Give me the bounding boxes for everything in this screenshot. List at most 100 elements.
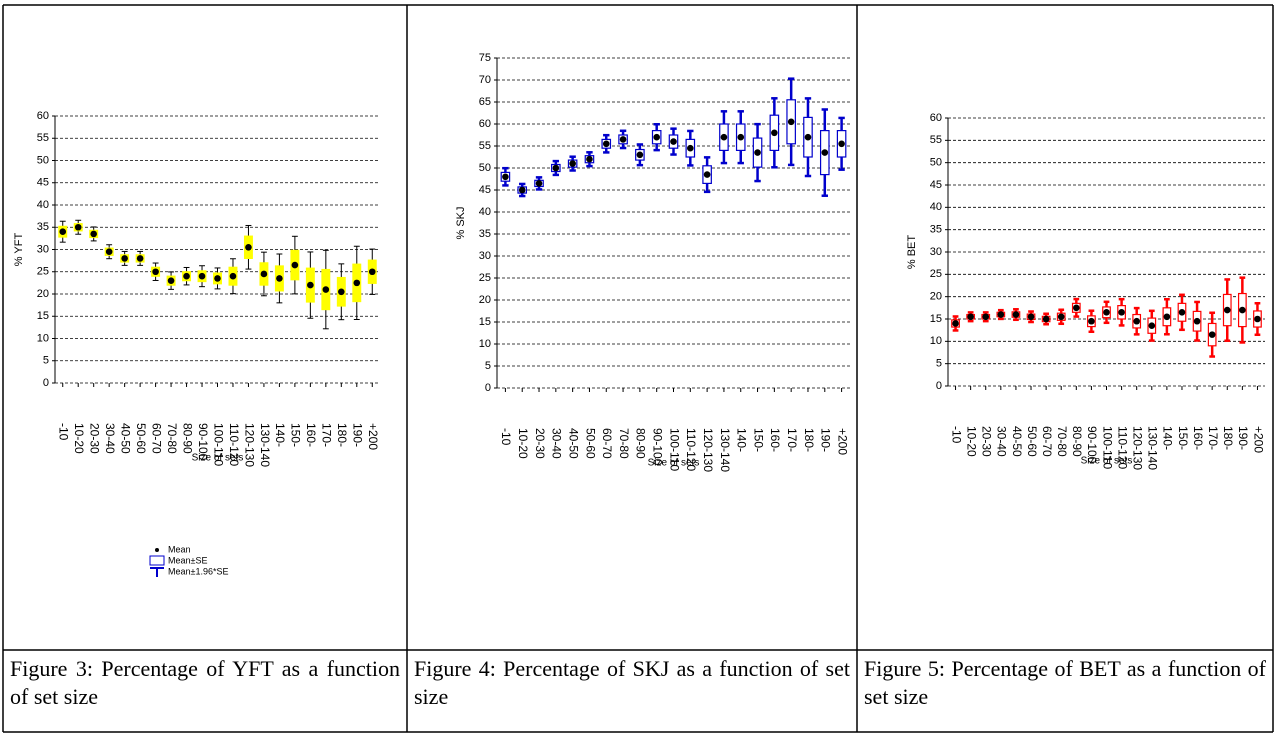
x-tick-label: 50-60 xyxy=(583,428,597,459)
x-tick-label: 40-50 xyxy=(118,423,132,454)
mean-dot xyxy=(502,173,509,181)
y-tick-label: 55 xyxy=(930,134,942,146)
mean-dot xyxy=(214,275,221,282)
y-tick-label: 45 xyxy=(37,177,49,189)
y-tick-label: 35 xyxy=(479,228,491,240)
x-tick-label: 110-120 xyxy=(227,423,241,466)
mean-dot xyxy=(1193,317,1201,325)
x-tick-label: 30-40 xyxy=(550,428,564,459)
mean-dot xyxy=(136,255,144,262)
mean-dot xyxy=(1042,315,1050,323)
x-tick-label: 120-130 xyxy=(701,428,715,472)
y-tick-label: 10 xyxy=(930,335,942,347)
mean-dot xyxy=(260,270,268,278)
x-tick-label: 100-110 xyxy=(211,423,225,466)
table-borders xyxy=(2,4,1274,733)
y-tick-label: 0 xyxy=(43,377,49,389)
mean-dot xyxy=(602,140,610,148)
mean-dot xyxy=(838,140,845,148)
x-tick-label: 140- xyxy=(1161,426,1175,450)
mean-dot xyxy=(1073,304,1080,312)
x-tick-label: 60-70 xyxy=(1040,426,1054,457)
mean-dot xyxy=(569,160,576,167)
mean-dot xyxy=(90,230,97,238)
y-tick-label: 20 xyxy=(479,294,491,306)
x-tick-label: 30-40 xyxy=(103,423,117,454)
x-tick-label: 70-80 xyxy=(617,428,631,459)
mean-dot xyxy=(653,133,660,141)
mean-dot xyxy=(353,279,361,287)
y-tick-label: 15 xyxy=(930,313,942,325)
x-tick-label: 190- xyxy=(819,428,833,452)
x-tick-label: +200 xyxy=(366,423,380,450)
mean-dot xyxy=(59,228,67,235)
mean-dot xyxy=(636,151,644,159)
x-tick-label: 90-100 xyxy=(651,428,665,466)
y-tick-label: 0 xyxy=(936,380,942,392)
mean-dot xyxy=(687,144,694,152)
x-tick-label: 70-80 xyxy=(1055,426,1069,457)
x-tick-label: 50-60 xyxy=(1025,426,1039,457)
y-tick-label: 60 xyxy=(37,110,49,122)
mean-dot xyxy=(152,268,159,276)
mean-dot xyxy=(121,255,128,262)
y-tick-label: 10 xyxy=(479,338,491,350)
mean-dot xyxy=(322,286,330,293)
x-tick-label: 170- xyxy=(785,428,799,452)
x-tick-label: 40-50 xyxy=(1010,426,1024,457)
y-tick-label: 35 xyxy=(37,221,49,233)
x-tick-label: 30-40 xyxy=(995,426,1009,457)
mean-dot xyxy=(703,171,711,178)
y-tick-label: 10 xyxy=(37,332,49,344)
mean-dot xyxy=(967,313,974,321)
y-tick-label: 60 xyxy=(479,118,491,130)
mean-dot xyxy=(291,261,299,269)
x-tick-label: 180- xyxy=(335,423,349,447)
y-tick-label: 30 xyxy=(37,243,49,255)
mean-dot xyxy=(183,272,190,280)
mean-dot xyxy=(1118,309,1125,316)
x-tick-label: 160- xyxy=(1191,426,1205,450)
y-tick-label: 50 xyxy=(37,154,49,166)
mean-dot xyxy=(307,281,314,289)
x-tick-label: 20-30 xyxy=(533,428,547,459)
x-tick-label: 100-110 xyxy=(1100,426,1114,469)
mean-dot xyxy=(552,164,560,172)
x-tick-label: 160- xyxy=(768,428,782,452)
x-tick-label: +200 xyxy=(835,428,849,455)
x-tick-label: +200 xyxy=(1251,426,1265,453)
x-tick-label: 140- xyxy=(735,428,749,452)
y-tick-label: 25 xyxy=(479,272,491,284)
y-tick-label: 20 xyxy=(37,288,49,300)
x-tick-label: 160- xyxy=(304,423,318,447)
legend-box xyxy=(149,555,165,566)
mean-dot xyxy=(771,129,778,137)
legend-dot xyxy=(155,548,159,552)
mean-dot xyxy=(997,311,1005,318)
x-tick-label: 150- xyxy=(751,428,765,452)
y-tick-label: 15 xyxy=(37,310,49,322)
mean-dot xyxy=(368,268,376,276)
x-tick-label: 120-130 xyxy=(242,423,256,467)
y-tick-label: 70 xyxy=(479,74,491,86)
y-axis-title: % SKJ xyxy=(455,206,467,239)
y-tick-label: 30 xyxy=(930,246,942,258)
y-tick-label: 40 xyxy=(37,199,49,211)
x-axis-title: Size of sets xyxy=(192,453,244,464)
x-tick-label: 80-90 xyxy=(634,428,648,459)
mean-dot xyxy=(1103,309,1110,316)
mean-dot xyxy=(1027,313,1035,321)
y-tick-label: 65 xyxy=(479,96,491,108)
mean-dot xyxy=(1088,317,1095,325)
x-tick-label: 60-70 xyxy=(600,428,614,459)
mean-dot xyxy=(1178,309,1186,316)
y-tick-label: 0 xyxy=(485,382,491,394)
mean-dot xyxy=(821,149,829,156)
x-tick-label: 130-140 xyxy=(1146,426,1160,470)
y-tick-label: 50 xyxy=(930,157,942,169)
y-tick-label: 50 xyxy=(479,162,491,174)
caption: Figure 5: Percentage of BET as a functio… xyxy=(864,656,1266,709)
x-tick-label: 20-30 xyxy=(980,426,994,457)
